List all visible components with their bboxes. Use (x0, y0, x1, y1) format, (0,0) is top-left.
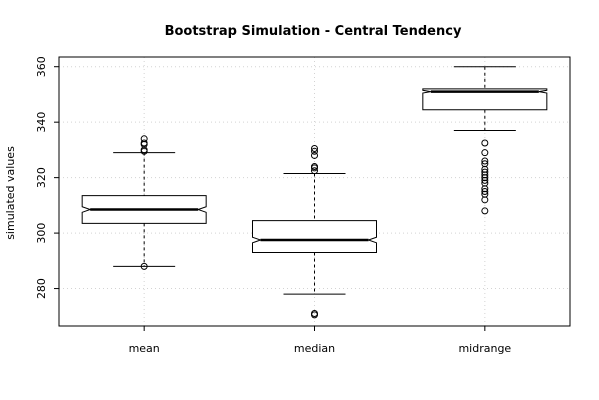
outlier-point (311, 163, 318, 171)
outlier-point (481, 139, 489, 147)
outlier-point (481, 168, 489, 176)
outlier-point (311, 167, 318, 175)
y-tick-label: 360 (35, 56, 48, 77)
y-axis: 280 300 320 340 360 (35, 56, 59, 299)
outlier-point (311, 151, 318, 159)
box-midrange (422, 66, 548, 215)
box-mean (81, 135, 207, 270)
outlier-point (140, 262, 148, 270)
y-tick-label: 280 (35, 278, 48, 299)
chart-title: Bootstrap Simulation - Central Tendency (165, 24, 462, 39)
x-axis: mean median midrange (129, 326, 511, 355)
plot-frame (58, 56, 571, 327)
outlier-point (140, 135, 148, 143)
x-tick-label: mean (129, 342, 160, 355)
outlier-point (140, 139, 148, 147)
box-body (252, 220, 377, 254)
outlier-point (481, 149, 489, 157)
y-tick-label: 300 (35, 223, 48, 244)
outlier-point (481, 160, 489, 168)
y-tick-label: 340 (35, 112, 48, 133)
x-tick-label: median (294, 342, 335, 355)
boxes (81, 66, 548, 319)
outlier-point (311, 310, 318, 318)
x-tick-label: midrange (458, 342, 511, 355)
outlier-point (311, 147, 318, 155)
outlier-point (311, 145, 318, 153)
box-median (252, 145, 377, 319)
y-axis-label: simulated values (4, 146, 17, 240)
box-body (422, 88, 548, 111)
outlier-point (481, 188, 489, 195)
outlier-point (481, 207, 489, 215)
outlier-point (481, 157, 489, 165)
y-tick-label: 320 (35, 167, 48, 188)
